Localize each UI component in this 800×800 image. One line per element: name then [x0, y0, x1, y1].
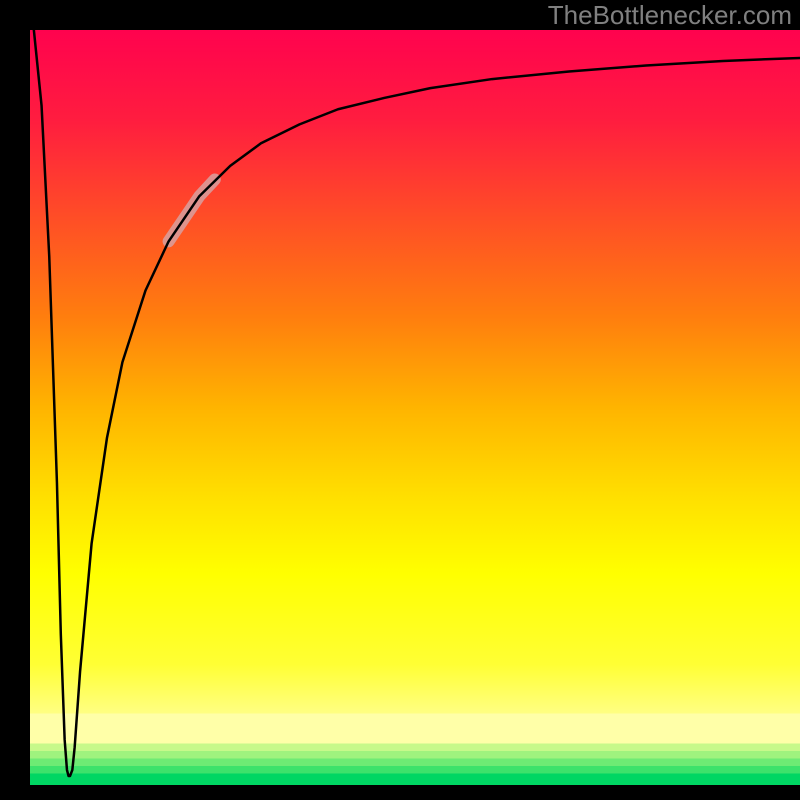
watermark-text: TheBottlenecker.com — [548, 0, 792, 31]
chart-container: TheBottlenecker.com — [0, 0, 800, 800]
plot-svg — [30, 30, 800, 785]
plot-area — [30, 30, 800, 785]
plot-background — [30, 30, 800, 785]
